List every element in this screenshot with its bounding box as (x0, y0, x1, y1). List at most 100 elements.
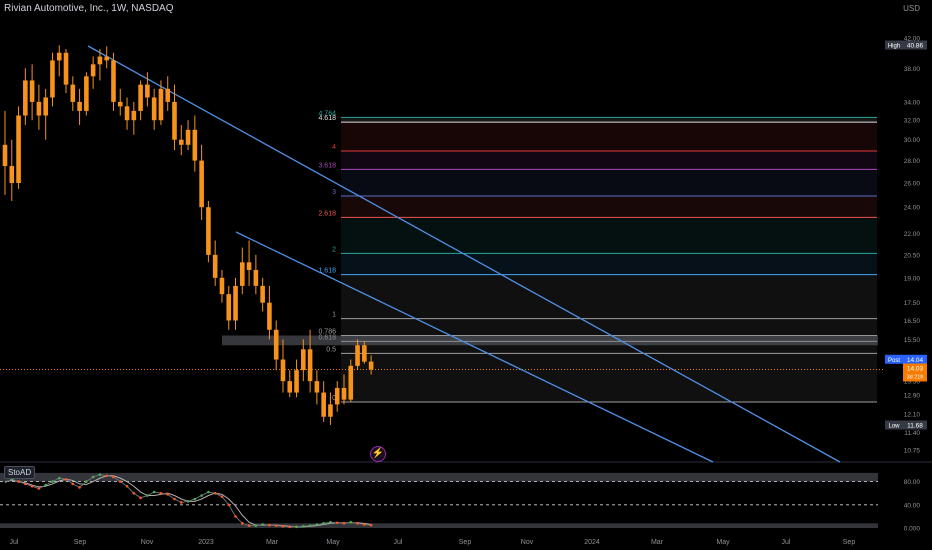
stoch-point (315, 523, 319, 526)
candle (50, 52, 55, 107)
high-badge-value-bg (903, 40, 927, 50)
candle-body (314, 381, 320, 393)
stoch-point (78, 486, 81, 489)
candle-body (77, 101, 82, 111)
stoch-point (200, 494, 203, 497)
fib-level-label: 3.618 (318, 162, 336, 169)
fib-level-label: 1.618 (318, 268, 336, 275)
stoch-point (159, 491, 163, 495)
candle (145, 72, 150, 107)
stoch-point (186, 500, 190, 503)
candle (117, 88, 123, 116)
candle (43, 88, 48, 140)
candle-body (301, 349, 306, 371)
fib-zone (341, 196, 877, 218)
candle-body (192, 129, 198, 161)
candle-body (362, 345, 367, 362)
post-badge-label: Post (888, 358, 900, 364)
high-badge-label: High (888, 44, 900, 50)
candle-body (321, 392, 326, 417)
stoch-point (166, 493, 170, 496)
candle (131, 101, 137, 135)
candle-body (233, 285, 238, 321)
price-tick-label: 38.00 (904, 66, 921, 73)
candle-body (219, 277, 225, 295)
time-tick-label: Nov (521, 539, 534, 546)
stoch-tick-label: 80.00 (904, 479, 921, 486)
resistance-zone (222, 335, 878, 346)
fib-level-label: 2.618 (318, 210, 336, 217)
candle-body (23, 80, 28, 116)
candle-body (117, 101, 123, 107)
stoch-point (17, 480, 20, 483)
last-price-value: 14.03 (907, 365, 924, 372)
trendline-lower (235, 231, 714, 463)
candle (233, 277, 238, 330)
stoch-point (44, 483, 47, 487)
stoch-point (112, 475, 115, 479)
candle (226, 285, 232, 330)
price-tick-label: 26.00 (904, 180, 921, 187)
stoch-point (71, 482, 75, 486)
candle-body (253, 269, 259, 286)
fib-level-label: 0 (332, 395, 336, 402)
stoch-point (356, 522, 359, 525)
fib-zone (341, 274, 877, 319)
candle-body (90, 64, 96, 77)
stoch-point (30, 484, 34, 488)
price-tick-label: 10.75 (904, 448, 921, 455)
candle (206, 200, 211, 263)
candle (294, 359, 299, 398)
candle-body (240, 262, 245, 286)
candle-body (124, 106, 130, 121)
stoch-point (85, 480, 88, 483)
time-tick-label: Jul (394, 539, 403, 546)
stoch-point (281, 524, 285, 528)
event-flash-icon[interactable]: ⚡ (370, 446, 386, 462)
stoch-point (132, 491, 136, 495)
candle-body (43, 97, 48, 116)
stoch-point (152, 490, 156, 494)
stoch-oversold-band (0, 523, 878, 528)
fib-level-label: 2 (332, 246, 336, 253)
candle (165, 76, 171, 111)
candle-body (246, 262, 252, 270)
candle-body (9, 166, 15, 183)
stoch-point (302, 524, 305, 528)
candle-body (206, 207, 211, 255)
candle-body (328, 404, 333, 417)
candle (240, 247, 245, 295)
price-tick-label: 42.00 (904, 36, 921, 43)
fib-zone (341, 217, 877, 254)
candle (321, 381, 326, 422)
candle-body (334, 387, 340, 405)
price-tick-label: 16.50 (904, 318, 921, 325)
low-badge-value: 11.68 (907, 423, 923, 430)
candle (36, 84, 42, 130)
candle (307, 329, 313, 393)
time-tick-label: 2023 (198, 539, 214, 546)
candle (362, 341, 367, 364)
stoch-point (179, 501, 183, 504)
stoch-point (24, 482, 27, 486)
candle-body (70, 84, 76, 102)
candle-body (50, 60, 55, 98)
candle-body (158, 88, 164, 121)
stoch-point (308, 524, 312, 527)
low-badge-value-bg (903, 420, 927, 430)
high-badge (885, 40, 927, 50)
indicator-label[interactable]: StoAD (4, 466, 36, 479)
candle (267, 285, 272, 340)
price-tick-label: 11.40 (904, 430, 920, 437)
stoch-point (268, 523, 271, 527)
candle (212, 240, 218, 286)
time-tick-label: Jul (10, 539, 19, 546)
candle-body (104, 56, 109, 61)
candle-body (56, 52, 62, 61)
candle-body (287, 381, 293, 393)
stoch-point (227, 503, 231, 507)
price-tick-label: 30.00 (904, 137, 921, 144)
fib-level-label: 4 (332, 144, 336, 151)
candle (84, 72, 89, 116)
